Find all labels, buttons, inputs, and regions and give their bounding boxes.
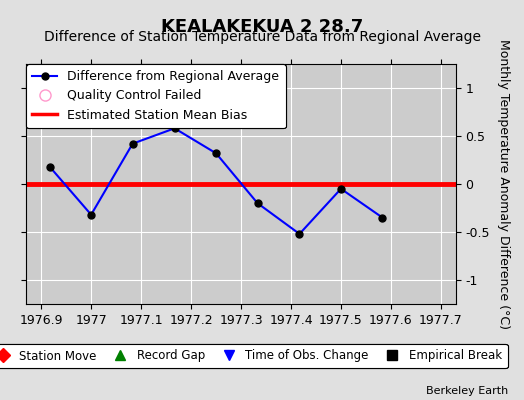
- Y-axis label: Monthly Temperature Anomaly Difference (°C): Monthly Temperature Anomaly Difference (…: [497, 39, 509, 329]
- Text: Difference of Station Temperature Data from Regional Average: Difference of Station Temperature Data f…: [43, 30, 481, 44]
- Text: KEALAKEKUA 2 28.7: KEALAKEKUA 2 28.7: [161, 18, 363, 36]
- Text: Berkeley Earth: Berkeley Earth: [426, 386, 508, 396]
- Legend: Difference from Regional Average, Quality Control Failed, Estimated Station Mean: Difference from Regional Average, Qualit…: [26, 64, 286, 128]
- Legend: Station Move, Record Gap, Time of Obs. Change, Empirical Break: Station Move, Record Gap, Time of Obs. C…: [0, 344, 508, 368]
